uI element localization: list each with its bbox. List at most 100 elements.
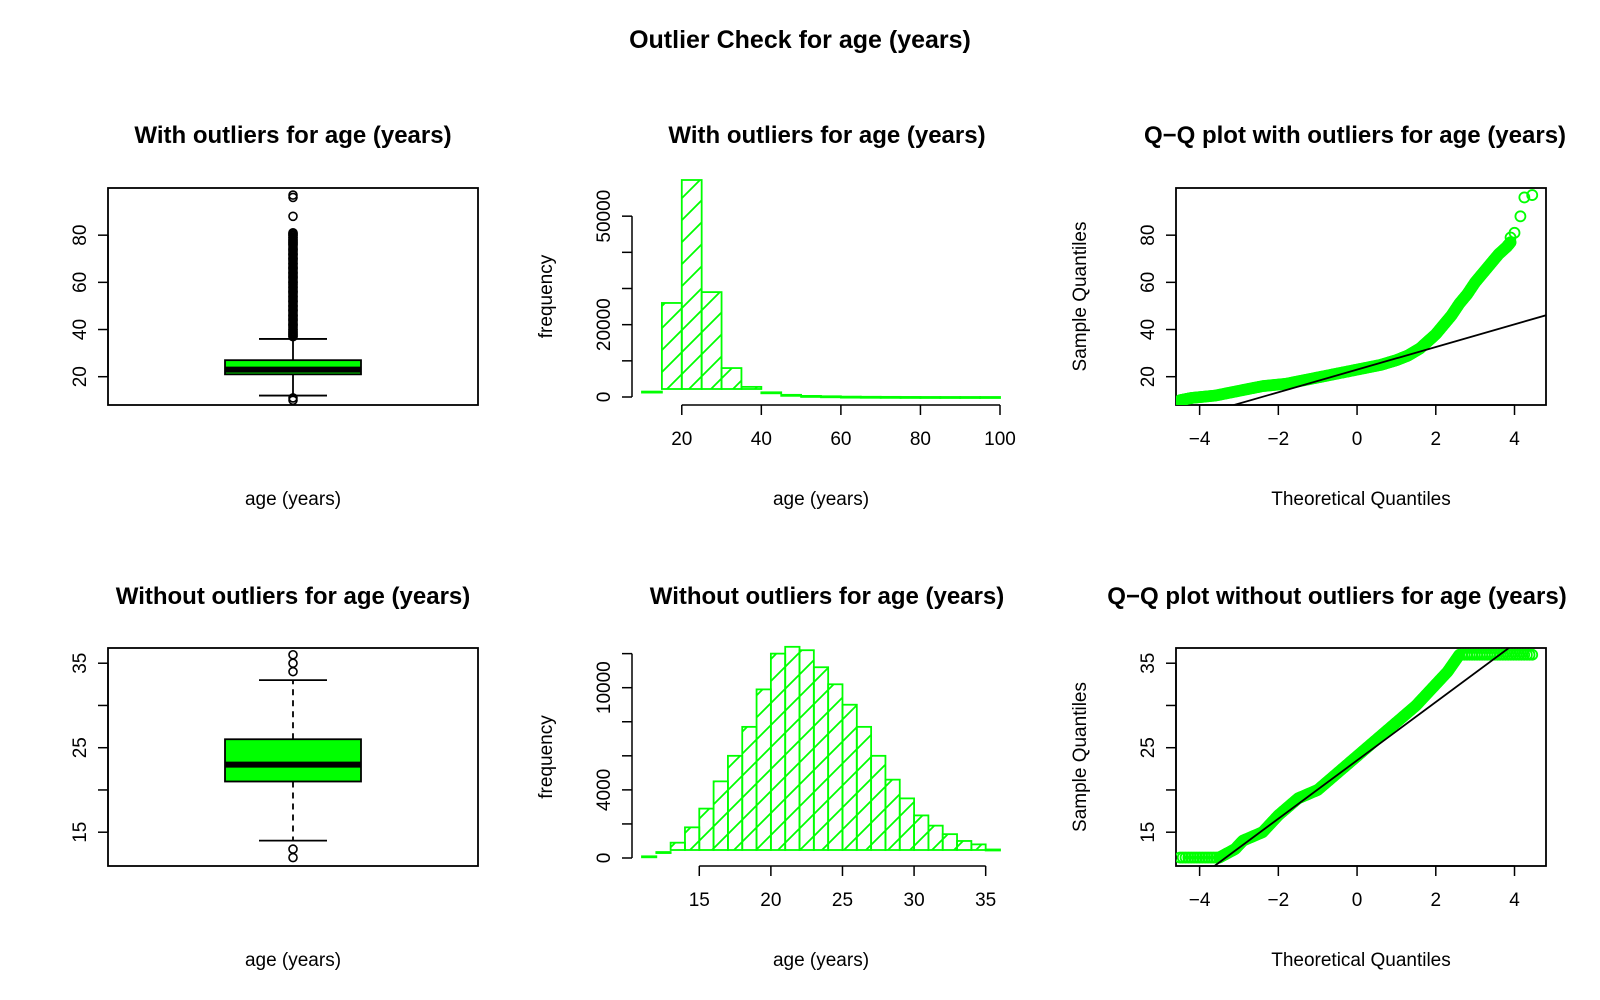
y-axis-label: Sample Quantiles [1070,682,1091,832]
histogram-bar [740,385,763,390]
histogram-bar [720,367,743,390]
y-tick-label: 80 [1138,225,1159,246]
outlier-point [288,228,298,239]
y-axis-label: frequency [536,254,557,338]
histogram-bar [800,395,822,398]
y-tick-label: 20 [1138,366,1159,387]
y-tick-label: 60 [70,272,91,293]
y-tick-label: 15 [1138,822,1159,843]
qq-point [1526,189,1539,201]
histogram-bar [784,645,801,851]
qq-points [1176,648,1539,866]
x-axis-label: age (years) [245,489,341,510]
x-tick-label: 4 [1509,429,1520,450]
y-tick-label: 4000 [594,769,615,811]
panel-title: Q−Q plot with outliers for age (years) [1144,122,1566,149]
x-tick-label: −4 [1189,890,1211,911]
panel-box-with: With outliers for age (years) 20 40 60 80 age… [70,122,479,510]
qq-point [1504,236,1517,249]
outlier-point [288,658,298,669]
histogram-bar [859,395,882,399]
histogram-bar [939,396,962,399]
histogram-bar [698,807,715,851]
histogram-bar [684,826,701,851]
x-tick-label: 35 [975,890,996,911]
x-tick-label: 40 [751,429,772,450]
histogram-bar [798,649,815,851]
histogram-bar [919,396,942,399]
y-tick-label: 50000 [594,190,615,243]
histogram-bar [727,754,744,851]
histogram-bar [884,778,901,851]
qq-point [1518,191,1531,204]
histogram-bar [641,390,663,394]
histogram-bar [984,848,1001,852]
y-tick-label: 15 [70,822,91,843]
y-axis-label: Sample Quantiles [1070,222,1091,372]
outlier-point [288,190,298,200]
histogram-bar [956,840,973,851]
histogram-bar [741,725,758,851]
y-tick-label: 25 [1138,737,1159,758]
panel-hist-with: With outliers for age (years) 20 40 60 80 100… [536,122,1016,510]
x-axis-label: Theoretical Quantiles [1271,950,1451,971]
panel-box-without: Without outliers for age (years) 15 25 35 ag… [70,583,479,971]
y-axis-label: frequency [536,715,557,799]
chart-panels: With outliers for age (years)20406080age… [70,122,1567,971]
x-tick-label: −4 [1189,429,1211,450]
x-tick-label: −2 [1268,890,1290,911]
y-tick-label: 20000 [594,298,615,351]
panel-qq-without: Q−Q plot without outliers for age (years… [1070,583,1567,971]
x-tick-label: 2 [1430,890,1441,911]
x-tick-label: 0 [1352,429,1363,450]
x-tick-label: 30 [904,890,925,911]
x-axis-label: age (years) [773,489,869,510]
x-tick-label: 20 [760,890,781,911]
y-tick-label: 80 [70,225,91,246]
histogram-bar [839,395,862,399]
histogram-bar [780,393,803,397]
x-tick-label: 60 [830,429,851,450]
panel-title: Without outliers for age (years) [650,583,1005,610]
y-tick-label: 35 [1138,653,1159,674]
outlier-point [288,844,298,854]
y-tick-label: 60 [1138,272,1159,293]
histogram-bar [941,833,958,851]
y-tick-label: 0 [594,392,615,403]
x-axis-label: age (years) [773,950,869,971]
histogram-bar [927,824,944,851]
histogram-bar [870,754,887,851]
panel-title: With outliers for age (years) [134,122,451,149]
x-tick-label: 15 [689,890,710,911]
histogram-bar [712,780,729,851]
histogram-bar [700,291,723,390]
histogram-bar [760,391,783,395]
histogram-bar [898,797,915,851]
histogram-bar [641,855,658,859]
panel-title: With outliers for age (years) [668,122,985,149]
y-tick-label: 40 [70,319,91,340]
outlier-point [288,852,298,863]
qq-reference-line [1230,314,1546,405]
x-axis-label: age (years) [245,950,341,971]
histogram-bar [970,843,987,851]
x-tick-label: 20 [671,429,692,450]
histogram-bar [827,683,844,851]
y-tick-label: 35 [70,653,91,674]
histogram-bar [669,841,686,851]
outlier-point [288,649,298,660]
y-tick-label: 0 [594,853,615,864]
histogram-bar [879,395,902,399]
x-tick-label: 25 [832,890,853,911]
outlier-point [288,666,298,677]
x-tick-label: 100 [984,429,1016,450]
y-tick-label: 10000 [594,661,615,714]
figure-title: Outlier Check for age (years) [629,26,971,54]
histogram-bar [660,302,683,390]
panel-hist-without: Without outliers for age (years) 15 20 25 30… [536,583,1004,971]
panel-title: Q−Q plot without outliers for age (years… [1107,583,1566,610]
qq-point [1508,226,1521,239]
qq-points [1176,189,1546,405]
histogram-bar [855,725,873,851]
